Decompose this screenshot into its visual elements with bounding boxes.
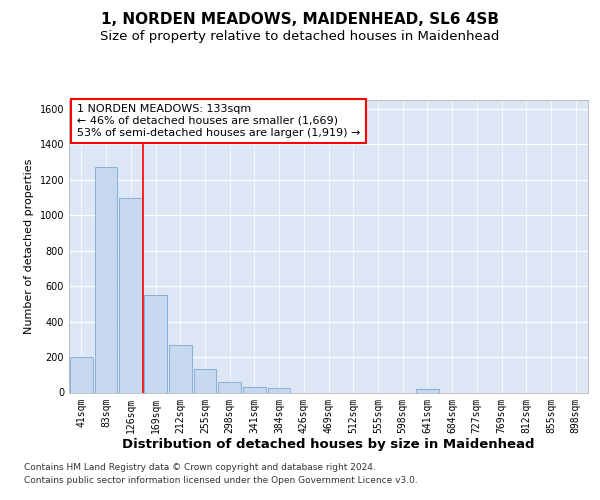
Bar (218, 382, 241, 392)
Text: 1, NORDEN MEADOWS, MAIDENHEAD, SL6 4SB: 1, NORDEN MEADOWS, MAIDENHEAD, SL6 4SB (101, 12, 499, 28)
Text: Size of property relative to detached houses in Maidenhead: Size of property relative to detached ho… (100, 30, 500, 43)
Text: Contains public sector information licensed under the Open Government Licence v3: Contains public sector information licen… (24, 476, 418, 485)
Bar (194, 370, 216, 392)
Bar (95, 168, 118, 392)
Text: Contains HM Land Registry data © Crown copyright and database right 2024.: Contains HM Land Registry data © Crown c… (24, 462, 376, 471)
X-axis label: Distribution of detached houses by size in Maidenhead: Distribution of detached houses by size … (122, 438, 535, 451)
Bar (243, 387, 266, 392)
Y-axis label: Number of detached properties: Number of detached properties (24, 158, 34, 334)
Text: 1 NORDEN MEADOWS: 133sqm
← 46% of detached houses are smaller (1,669)
53% of sem: 1 NORDEN MEADOWS: 133sqm ← 46% of detach… (77, 104, 360, 138)
Bar (268, 388, 290, 392)
Bar (144, 295, 167, 392)
Bar (119, 198, 142, 392)
Bar (416, 389, 439, 392)
Bar (70, 357, 93, 392)
Bar (169, 344, 191, 393)
